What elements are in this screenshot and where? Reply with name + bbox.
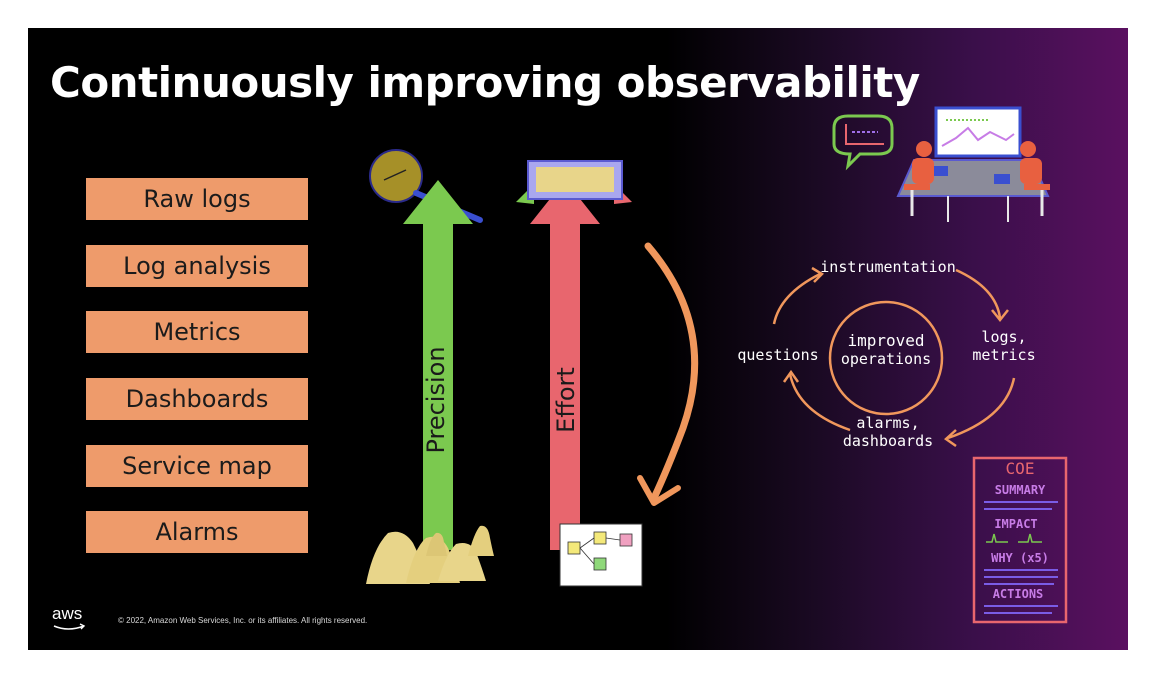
- footer-copyright: © 2022, Amazon Web Services, Inc. or its…: [118, 616, 368, 625]
- cycle-arc-right-top: [955, 268, 1002, 319]
- cycle-right-line2: metrics: [972, 346, 1035, 364]
- slide-artwork: Precision Effort: [366, 106, 1068, 624]
- stage-dashboards: Dashboards: [86, 378, 308, 420]
- aws-logo-text: aws: [52, 604, 83, 623]
- coe-section-actions: ACTIONS: [993, 587, 1044, 601]
- cycle-arc-left-top: [772, 272, 821, 325]
- stage-metrics: Metrics: [86, 311, 308, 353]
- precision-label: Precision: [422, 346, 450, 453]
- stage-log-analysis: Log analysis: [86, 245, 308, 287]
- magnifier-lens-icon: [369, 149, 423, 203]
- aws-logo: aws: [52, 604, 92, 634]
- stage-alarms: Alarms: [86, 511, 308, 553]
- coe-document-icon: COE SUMMARY IMPACT WHY (x5) ACTIONS: [972, 456, 1068, 624]
- cycle-right-line1: logs,: [981, 328, 1026, 346]
- cycle-arc-left-bottom: [788, 373, 851, 432]
- flow-diagram-icon: [559, 523, 643, 587]
- cycle-bottom-line1: alarms,: [856, 414, 919, 432]
- coe-title: COE: [1006, 459, 1035, 478]
- monitor-icon: [934, 106, 1022, 158]
- sifter-tray-icon: [516, 160, 632, 204]
- curved-down-arrow: [644, 242, 699, 502]
- cycle-arc-right-bottom: [947, 377, 1016, 440]
- sand-piles-icon: [366, 525, 494, 584]
- slide: Continuously improving observability Raw…: [28, 28, 1128, 650]
- improvement-cycle: improved operations instrumentation logs…: [737, 258, 1035, 450]
- stage-raw-logs: Raw logs: [86, 178, 308, 220]
- cycle-bottom-line2: dashboards: [843, 432, 933, 450]
- coe-section-why: WHY (x5): [991, 551, 1049, 565]
- cycle-center-line1: improved: [847, 331, 924, 350]
- cycle-left-label: questions: [737, 346, 818, 364]
- effort-arrow: Effort: [530, 180, 600, 550]
- effort-label: Effort: [552, 367, 580, 433]
- cycle-top-label: instrumentation: [820, 258, 955, 276]
- coe-section-impact: IMPACT: [994, 517, 1037, 531]
- precision-arrow: Precision: [369, 149, 483, 550]
- speech-bubble-icon: [832, 114, 894, 171]
- cycle-center-line2: operations: [841, 350, 931, 368]
- stage-service-map: Service map: [86, 445, 308, 487]
- coe-section-summary: SUMMARY: [995, 483, 1046, 497]
- cycle-center-ring: [828, 300, 944, 416]
- aws-smile-icon: [53, 623, 86, 630]
- team-meeting-icon: [832, 106, 1050, 222]
- slide-title: Continuously improving observability: [50, 58, 920, 107]
